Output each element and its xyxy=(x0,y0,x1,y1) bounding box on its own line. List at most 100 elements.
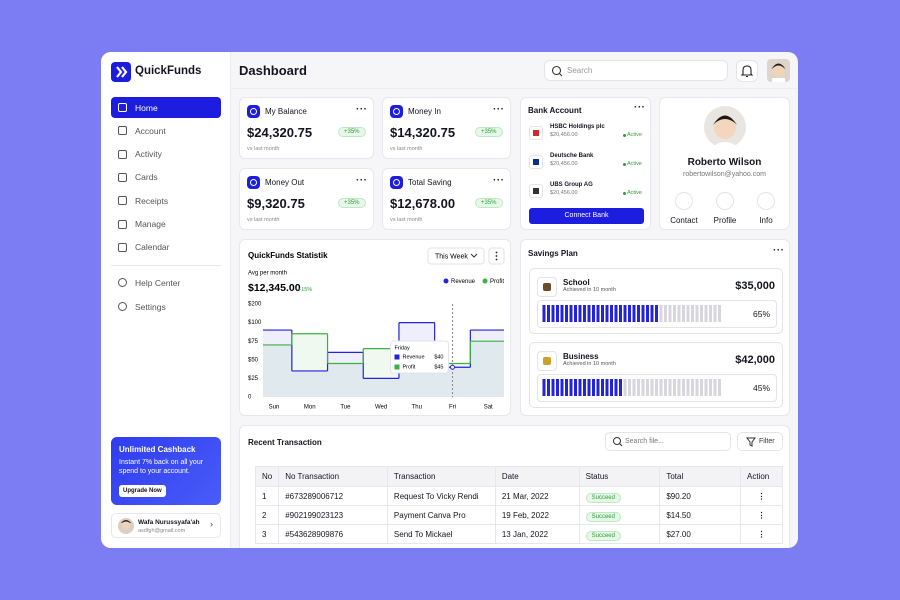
legend-swatch xyxy=(482,278,488,284)
action-button[interactable] xyxy=(757,192,775,210)
cell: $27.00 xyxy=(659,524,741,544)
plan-note: Achieved in 10 month xyxy=(563,361,616,367)
chevron: › xyxy=(210,519,213,529)
period-label: This Week xyxy=(435,253,468,260)
file-search[interactable]: Search file... xyxy=(605,432,731,451)
period-dropdown[interactable] xyxy=(427,247,485,265)
action-button[interactable] xyxy=(675,192,693,210)
user-box[interactable]: Wafa Nurussyafa'ah asdfgh@gmail.com › xyxy=(111,513,221,538)
status-dot xyxy=(623,163,626,166)
area-step xyxy=(327,363,364,397)
status-badge: Succeed xyxy=(585,530,621,541)
nav-label: Manage xyxy=(135,219,166,229)
transactions-title: Recent Transaction xyxy=(248,438,322,447)
action-cell[interactable]: ⋮ xyxy=(740,505,783,525)
app-window: QuickFunds Unlimited Cashback Instant 7%… xyxy=(101,52,798,548)
chart: QuickFunds Statistik This Week Avg per mon… xyxy=(248,247,505,411)
bell-button[interactable] xyxy=(736,60,758,82)
more-icon[interactable]: ··· xyxy=(356,175,368,186)
cell: $14.50 xyxy=(659,505,741,525)
bell-icon xyxy=(740,65,754,78)
divider xyxy=(111,265,221,266)
nav-item[interactable]: Calendar xyxy=(111,237,221,258)
progress-bar xyxy=(542,379,722,396)
tooltip-series: Revenue xyxy=(403,354,425,360)
stat-change: +35% xyxy=(475,198,503,208)
nav-label: Calendar xyxy=(135,242,170,253)
bank-amount: $20,456.00 xyxy=(550,161,578,167)
nav-item[interactable]: Cards xyxy=(111,167,221,188)
logo-mark xyxy=(116,66,128,78)
chart-card: QuickFunds Statistik This Week Avg per mon… xyxy=(239,239,511,416)
action-cell[interactable]: ⋮ xyxy=(740,486,783,506)
more-icon[interactable]: ··· xyxy=(634,102,646,113)
y-tick-label: $50 xyxy=(248,357,259,363)
header-avatar[interactable] xyxy=(767,59,790,82)
nav-item[interactable]: Home xyxy=(111,97,221,118)
stat-card: My Balance ··· $24,320.75 +35% vs last month xyxy=(239,97,374,159)
action-cell[interactable]: ⋮ xyxy=(740,524,783,544)
profile-card: Roberto Wilson robertowilson@yahoo.com C… xyxy=(659,97,790,230)
logo xyxy=(111,62,131,82)
chart-headline-change: +15% xyxy=(298,287,312,293)
cell: Succeed xyxy=(578,486,661,506)
sidebar: QuickFunds Unlimited Cashback Instant 7%… xyxy=(101,52,231,548)
savings-title: Savings Plan xyxy=(528,249,578,258)
nav-item[interactable]: Activity xyxy=(111,144,221,165)
chart-headline: $12,345.00 xyxy=(248,282,301,294)
stat-icon-glyph xyxy=(393,108,400,115)
column-header: No Transaction xyxy=(278,466,388,487)
search-icon xyxy=(551,65,563,77)
status-badge: Succeed xyxy=(585,492,621,503)
stat-change: +35% xyxy=(338,198,366,208)
stat-label: Total Saving xyxy=(408,178,452,187)
stat-card: Money Out ··· $9,320.75 +35% vs last month xyxy=(239,168,374,230)
nav-icon xyxy=(118,242,127,252)
hover-marker xyxy=(450,364,455,370)
x-tick-label: Sun xyxy=(269,405,280,411)
plan-icon xyxy=(537,351,557,371)
plan-icon-glyph xyxy=(543,357,551,365)
user-email: asdfgh@gmail.com xyxy=(138,528,186,534)
nav-icon xyxy=(118,149,127,159)
cell: #673289006712 xyxy=(278,486,388,506)
bank-logo xyxy=(529,184,543,198)
stat-icon-glyph xyxy=(393,179,400,186)
more-icon[interactable]: ··· xyxy=(493,104,505,115)
legend-label: Profit xyxy=(490,279,504,285)
more-icon[interactable]: ··· xyxy=(356,104,368,115)
nav-item[interactable]: Settings xyxy=(111,296,221,317)
nav-item[interactable]: Help Center xyxy=(111,272,221,293)
bank-name: HSBC Holdings plc xyxy=(550,124,605,130)
upgrade-button[interactable]: Upgrade Now xyxy=(119,485,166,497)
action-button[interactable] xyxy=(716,192,734,210)
column-header: Transaction xyxy=(386,466,496,487)
column-header: Action xyxy=(740,466,783,487)
more-icon[interactable]: ··· xyxy=(493,175,505,186)
promo: Unlimited Cashback Instant 7% back on al… xyxy=(111,437,221,505)
bank-name: UBS Group AG xyxy=(550,182,593,188)
user-avatar xyxy=(118,518,134,534)
action-label: Info xyxy=(759,216,773,225)
nav-item[interactable]: Account xyxy=(111,120,221,141)
more-dot xyxy=(495,258,498,261)
search-box[interactable]: Search xyxy=(544,60,728,81)
cell: 3 xyxy=(254,524,280,544)
y-tick-label: $75 xyxy=(248,339,259,345)
x-tick-label: Sat xyxy=(484,405,493,411)
connect-bank-button[interactable]: Connect Bank xyxy=(529,208,644,224)
nav-item[interactable]: Manage xyxy=(111,214,221,235)
y-tick-label: $25 xyxy=(248,376,259,382)
progress-fill xyxy=(542,379,623,396)
filter-button[interactable]: Filter xyxy=(737,432,783,451)
area-step xyxy=(263,344,292,397)
nav-label: Home xyxy=(135,102,158,113)
nav-icon xyxy=(118,126,127,136)
column-header: Total xyxy=(659,466,741,487)
tooltip-series: Profit xyxy=(403,364,416,370)
nav-item[interactable]: Receipts xyxy=(111,190,221,211)
more-icon[interactable]: ··· xyxy=(773,245,785,256)
action-label: Contact xyxy=(670,216,698,225)
stat-icon xyxy=(390,105,403,118)
user-name: Wafa Nurussyafa'ah xyxy=(138,519,200,526)
